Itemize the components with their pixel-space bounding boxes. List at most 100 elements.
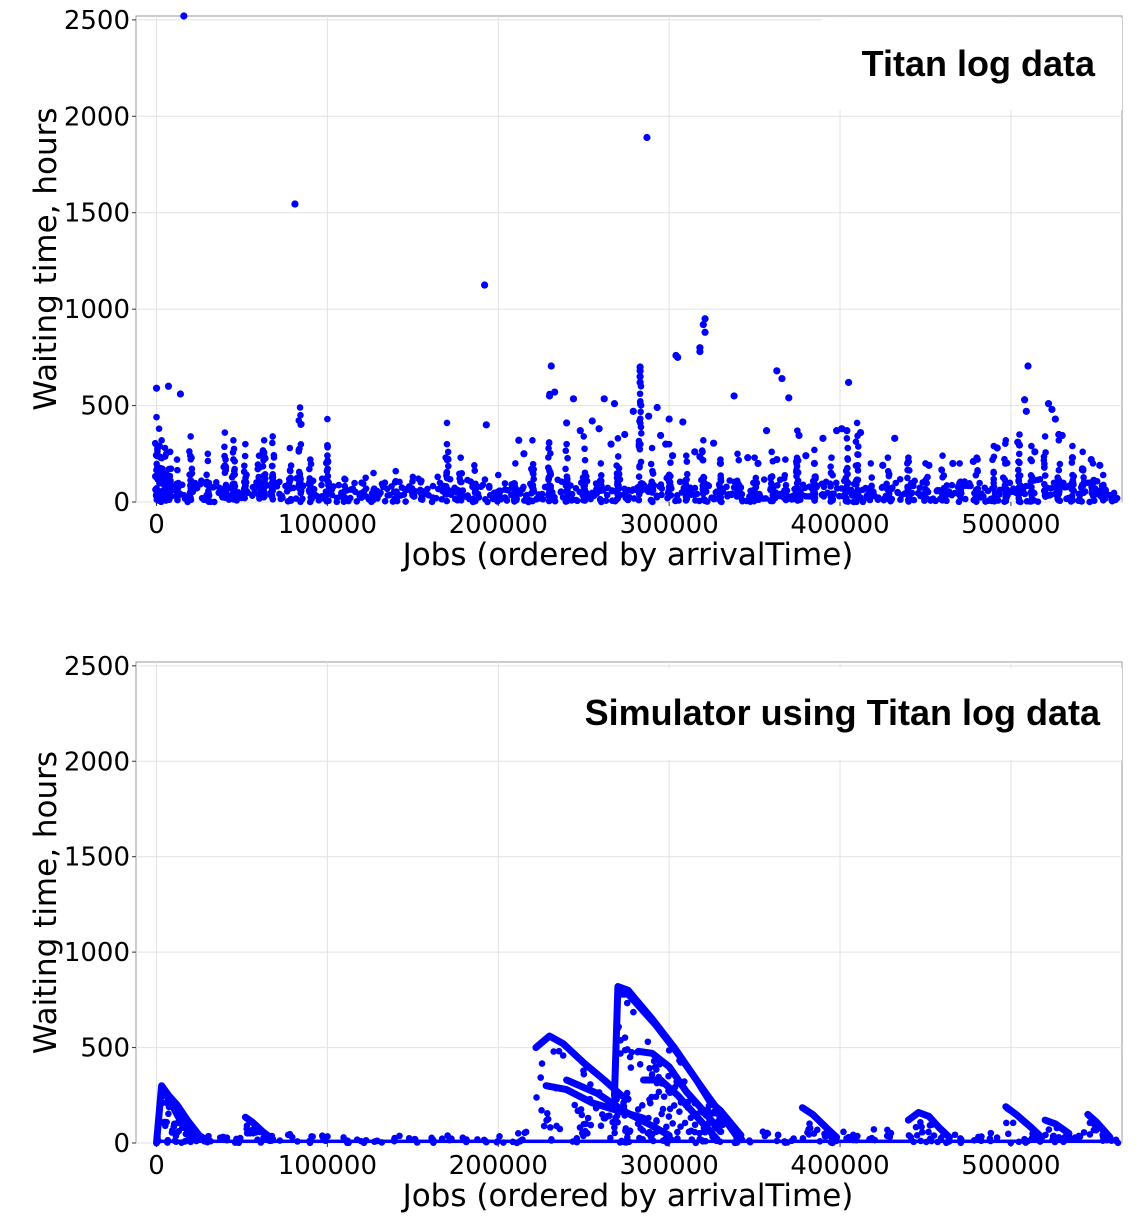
data-point (622, 1139, 629, 1146)
data-point (276, 478, 283, 486)
data-point (469, 498, 477, 506)
data-point (918, 1128, 926, 1136)
data-point (712, 1123, 720, 1131)
data-point (620, 1106, 628, 1113)
data-point (1015, 476, 1023, 484)
x-axis-label: Jobs (ordered by arrivalTime) (401, 1178, 854, 1214)
data-point (885, 472, 893, 480)
data-point (546, 488, 553, 495)
data-point (918, 1123, 925, 1131)
data-point (231, 480, 238, 488)
data-point (653, 1117, 660, 1124)
data-point (592, 1104, 600, 1112)
data-point (231, 465, 238, 473)
data-point (682, 452, 690, 460)
y-tick-label: 2500 (64, 6, 130, 36)
data-point (1001, 460, 1009, 467)
data-point (443, 469, 450, 477)
data-point (652, 1066, 660, 1073)
outlier-point (563, 419, 571, 427)
data-point (665, 1087, 672, 1095)
data-point (1009, 1119, 1017, 1127)
data-point (538, 490, 546, 498)
data-point (1090, 476, 1097, 484)
data-point (241, 452, 249, 460)
outlier-point (152, 384, 161, 392)
outlier-point (785, 394, 793, 402)
data-point (1069, 442, 1076, 450)
data-point (1041, 472, 1049, 479)
x-tick-label: 200000 (449, 1151, 548, 1181)
data-point (648, 444, 656, 452)
data-point (187, 494, 194, 501)
data-point (165, 465, 173, 473)
outlier-point (795, 431, 803, 440)
data-point (539, 496, 547, 503)
data-point (639, 1102, 646, 1109)
data-point (485, 482, 493, 490)
data-point (767, 497, 775, 505)
data-point (662, 1135, 669, 1143)
data-point (335, 481, 343, 489)
data-point (155, 425, 163, 433)
data-point (509, 1138, 517, 1146)
data-point (182, 1130, 190, 1138)
data-point (842, 467, 850, 475)
y-axis-label: Waiting time, hours (28, 107, 64, 410)
data-point (529, 497, 536, 505)
data-point (769, 488, 776, 496)
outlier-point (802, 452, 810, 460)
outlier-point (482, 421, 490, 429)
data-point (647, 496, 655, 504)
data-point (544, 1115, 552, 1123)
data-point (853, 498, 860, 506)
data-point (939, 452, 946, 460)
data-point (584, 1114, 592, 1122)
data-point (774, 1131, 782, 1139)
data-point (623, 1089, 631, 1097)
data-point (636, 417, 643, 425)
y-tick-label: 0 (113, 488, 130, 518)
data-point (254, 465, 262, 473)
data-point (241, 494, 248, 502)
data-point (370, 469, 377, 477)
data-point (843, 435, 851, 442)
data-point (1064, 1130, 1072, 1138)
data-point (657, 481, 665, 488)
data-point (716, 1113, 723, 1121)
data-point (653, 492, 660, 500)
data-point (939, 494, 947, 502)
data-point (605, 1112, 613, 1120)
data-point (838, 485, 845, 492)
data-point (381, 497, 389, 505)
data-point (1036, 476, 1044, 483)
data-point (692, 1139, 700, 1147)
data-point (586, 1096, 593, 1103)
data-point (840, 1128, 847, 1136)
outlier-point (291, 200, 299, 208)
data-point (494, 489, 501, 496)
data-point (637, 1118, 644, 1125)
data-point (842, 497, 850, 505)
data-point (444, 448, 452, 456)
outlier-point (1058, 431, 1066, 440)
data-point (229, 490, 236, 498)
data-point (564, 489, 572, 496)
data-point (547, 482, 555, 490)
outlier-point (879, 461, 887, 469)
x-tick-label: 100000 (278, 1151, 377, 1181)
data-point (665, 475, 672, 483)
outlier-point (610, 400, 619, 408)
data-point (295, 481, 303, 489)
outlier-point (891, 434, 899, 442)
data-point (673, 1078, 680, 1086)
data-point (445, 462, 452, 470)
data-point (339, 492, 347, 500)
outlier-point (696, 347, 704, 356)
data-point (938, 466, 945, 473)
data-point (369, 497, 377, 504)
data-point (563, 494, 571, 501)
data-point (393, 496, 400, 504)
data-point (816, 1137, 824, 1145)
data-point (203, 471, 210, 479)
